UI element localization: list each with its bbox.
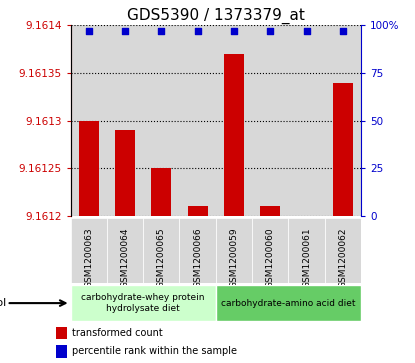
Text: GSM1200060: GSM1200060 xyxy=(266,228,275,288)
Bar xyxy=(179,25,216,216)
Text: carbohydrate-amino acid diet: carbohydrate-amino acid diet xyxy=(221,299,356,307)
Bar xyxy=(143,218,179,283)
Point xyxy=(158,28,165,34)
Bar xyxy=(333,83,353,216)
Text: GSM1200065: GSM1200065 xyxy=(157,228,166,288)
Text: GSM1200059: GSM1200059 xyxy=(229,228,239,288)
Bar xyxy=(151,168,171,216)
Point xyxy=(194,28,201,34)
Bar xyxy=(115,130,135,216)
Bar xyxy=(179,218,216,283)
Text: GSM1200061: GSM1200061 xyxy=(302,228,311,288)
Bar xyxy=(216,218,252,283)
Point xyxy=(231,28,237,34)
Point xyxy=(339,28,346,34)
Bar xyxy=(143,25,179,216)
Bar xyxy=(71,285,216,321)
Bar xyxy=(216,285,361,321)
Text: protocol: protocol xyxy=(0,298,7,308)
Text: GSM1200066: GSM1200066 xyxy=(193,228,202,288)
Point xyxy=(85,28,92,34)
Title: GDS5390 / 1373379_at: GDS5390 / 1373379_at xyxy=(127,8,305,24)
Text: GSM1200063: GSM1200063 xyxy=(84,228,93,288)
Text: percentile rank within the sample: percentile rank within the sample xyxy=(72,346,237,356)
Point xyxy=(303,28,310,34)
Bar xyxy=(188,207,208,216)
Bar xyxy=(107,218,143,283)
Bar xyxy=(252,25,288,216)
Bar xyxy=(56,327,67,339)
Text: carbohydrate-whey protein
hydrolysate diet: carbohydrate-whey protein hydrolysate di… xyxy=(81,293,205,313)
Bar xyxy=(288,218,325,283)
Text: transformed count: transformed count xyxy=(72,328,162,338)
Bar xyxy=(325,218,361,283)
Bar xyxy=(216,25,252,216)
Bar xyxy=(79,121,99,216)
Bar xyxy=(71,25,107,216)
Bar xyxy=(260,207,280,216)
Bar xyxy=(325,25,361,216)
Bar xyxy=(56,345,67,358)
Text: GSM1200062: GSM1200062 xyxy=(338,228,347,288)
Bar xyxy=(224,54,244,216)
Text: GSM1200064: GSM1200064 xyxy=(120,228,129,288)
Bar xyxy=(107,25,143,216)
Bar xyxy=(252,218,288,283)
Point xyxy=(122,28,128,34)
Bar xyxy=(288,25,325,216)
Bar xyxy=(71,218,107,283)
Point xyxy=(267,28,273,34)
